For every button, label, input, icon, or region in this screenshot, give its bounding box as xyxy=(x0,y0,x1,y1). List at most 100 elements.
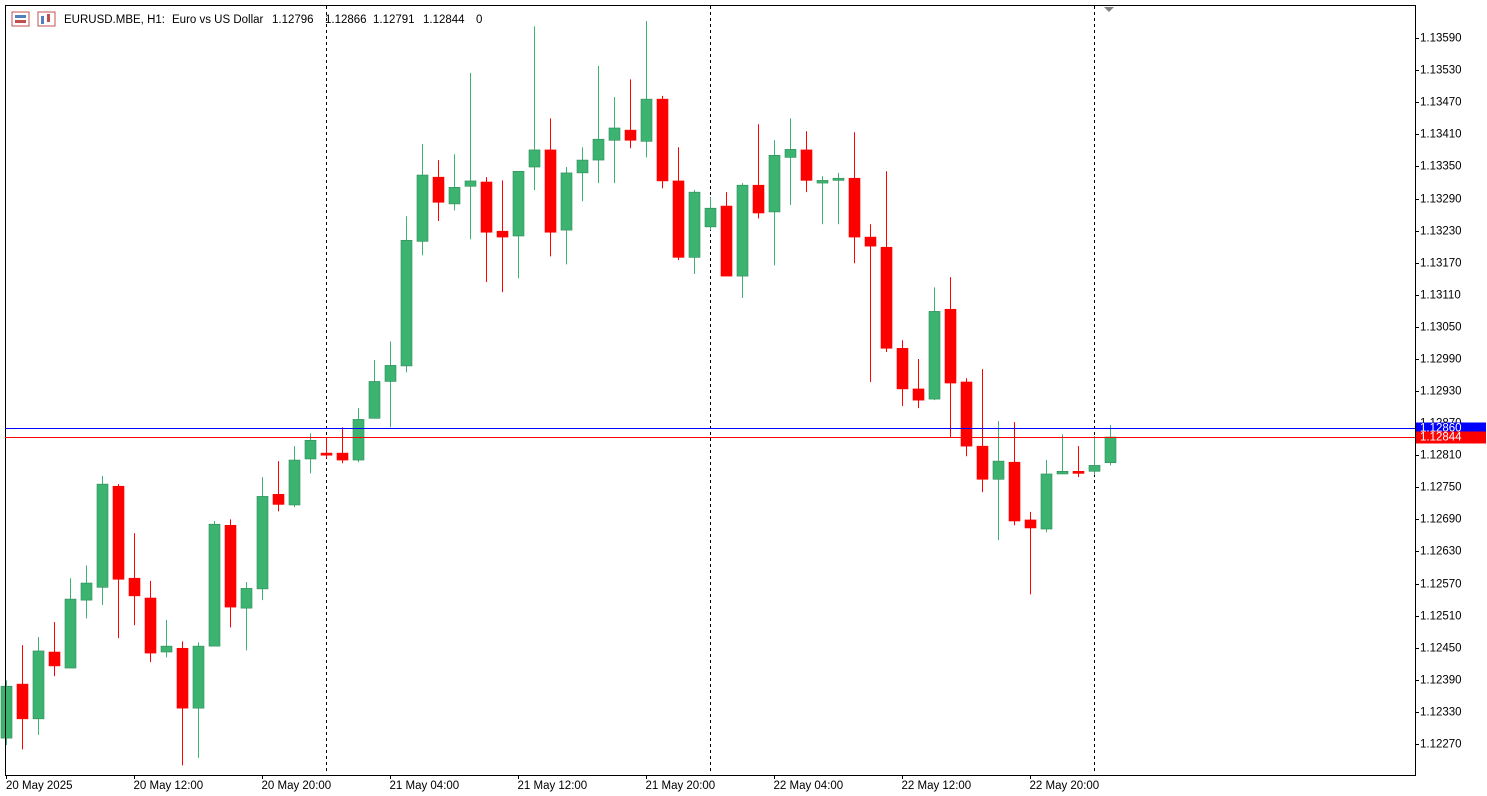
y-tick-label: 1.13590 xyxy=(1420,33,1462,45)
candle-body xyxy=(960,381,973,447)
candle-body xyxy=(432,176,445,203)
candle-body xyxy=(864,236,877,247)
candle-body xyxy=(16,683,29,720)
candle-body xyxy=(480,181,493,233)
icon xyxy=(11,11,30,27)
candle-body xyxy=(128,577,141,597)
x-tick-label: 22 May 12:00 xyxy=(902,780,972,792)
candle-body xyxy=(1088,465,1101,472)
candle-body xyxy=(64,598,77,669)
bid-label: 1.12844 xyxy=(1420,432,1462,444)
candle-body xyxy=(544,149,557,233)
quote-high: 1.12866 xyxy=(325,14,367,26)
y-tick-label: 1.13470 xyxy=(1420,97,1462,109)
x-tick-label: 21 May 12:00 xyxy=(518,780,588,792)
candle-body xyxy=(1072,470,1085,474)
y-tick-label: 1.13530 xyxy=(1420,65,1462,77)
period-separators xyxy=(326,6,1095,774)
candle-body xyxy=(752,184,765,214)
candle-body xyxy=(704,207,717,228)
candle-body xyxy=(352,419,365,461)
candle-body xyxy=(512,170,525,237)
candle-body xyxy=(736,184,749,277)
candle-body xyxy=(1056,470,1069,475)
x-tick-label: 22 May 20:00 xyxy=(1030,780,1100,792)
candle-body xyxy=(288,459,301,506)
candle-body xyxy=(848,177,861,238)
y-tick-label: 1.12510 xyxy=(1420,611,1462,623)
icon xyxy=(15,15,26,18)
candle-body xyxy=(528,149,541,168)
candle-body xyxy=(448,187,461,205)
candle-body xyxy=(272,493,285,505)
candle-body xyxy=(768,154,781,213)
y-tick-label: 1.12390 xyxy=(1420,675,1462,687)
candle-body xyxy=(640,98,653,142)
candle-body xyxy=(96,483,109,588)
candle-body xyxy=(464,180,477,187)
candle-body xyxy=(816,180,829,184)
candle-body xyxy=(624,129,637,141)
bid-label-box xyxy=(1416,431,1486,444)
candle-body xyxy=(384,365,397,382)
y-tick-label: 1.13050 xyxy=(1420,322,1462,334)
candle-body xyxy=(192,645,205,709)
candle-body xyxy=(720,205,733,277)
candle-body xyxy=(784,149,797,158)
x-tick-label: 21 May 04:00 xyxy=(390,780,460,792)
y-tick-label: 1.13290 xyxy=(1420,194,1462,206)
candle-body xyxy=(576,159,589,174)
y-tick-label: 1.13350 xyxy=(1420,161,1462,173)
candle-body xyxy=(160,645,173,653)
x-tick-label: 20 May 2025 xyxy=(6,780,73,792)
candle-body xyxy=(560,172,573,231)
y-tick-label: 1.12270 xyxy=(1420,739,1462,751)
candle-body xyxy=(0,685,13,739)
icon xyxy=(47,14,50,22)
candle-body xyxy=(896,347,909,390)
candle-body xyxy=(992,460,1005,480)
candle-body xyxy=(832,177,845,181)
y-tick-label: 1.12810 xyxy=(1420,450,1462,462)
candle-body xyxy=(672,180,685,258)
x-tick-label: 20 May 20:00 xyxy=(262,780,332,792)
y-tick-label: 1.12450 xyxy=(1420,643,1462,655)
candle-body xyxy=(1040,473,1053,530)
x-tick-label: 20 May 12:00 xyxy=(134,780,204,792)
y-tick-label: 1.12330 xyxy=(1420,707,1462,719)
candle-body xyxy=(656,98,669,182)
candle-body xyxy=(336,452,349,461)
plot-border xyxy=(5,5,1416,776)
y-tick-label: 1.12570 xyxy=(1420,579,1462,591)
y-tick-label: 1.13230 xyxy=(1420,226,1462,238)
icon xyxy=(15,20,26,23)
icon xyxy=(41,16,44,24)
y-tick-label: 1.13110 xyxy=(1420,290,1461,302)
candle-body xyxy=(800,149,813,181)
candle-body xyxy=(880,246,893,349)
candle-body xyxy=(400,239,413,367)
candle-body xyxy=(944,308,957,384)
candle-body xyxy=(928,311,941,400)
x-tick-label: 21 May 20:00 xyxy=(646,780,716,792)
candle-body xyxy=(1008,461,1021,522)
x-tick-label: 22 May 04:00 xyxy=(774,780,844,792)
candle-body xyxy=(320,452,333,456)
icon xyxy=(37,11,56,27)
y-tick-label: 1.13410 xyxy=(1420,129,1462,141)
header-icons xyxy=(11,11,56,27)
candle-body xyxy=(80,582,93,601)
quote-open: 1.12796 xyxy=(272,14,314,26)
candle-body xyxy=(48,651,61,667)
quote-low: 1.12791 xyxy=(373,14,415,26)
shift-marker xyxy=(1104,7,1114,12)
y-tick-label: 1.12750 xyxy=(1420,482,1462,494)
candle-body xyxy=(912,388,925,401)
symbol: EURUSD.MBE, H1: xyxy=(64,14,165,26)
y-tick-label: 1.12690 xyxy=(1420,514,1462,526)
candle-body xyxy=(1024,519,1037,529)
volume: 0 xyxy=(476,14,482,26)
y-tick-label: 1.13170 xyxy=(1420,258,1462,270)
